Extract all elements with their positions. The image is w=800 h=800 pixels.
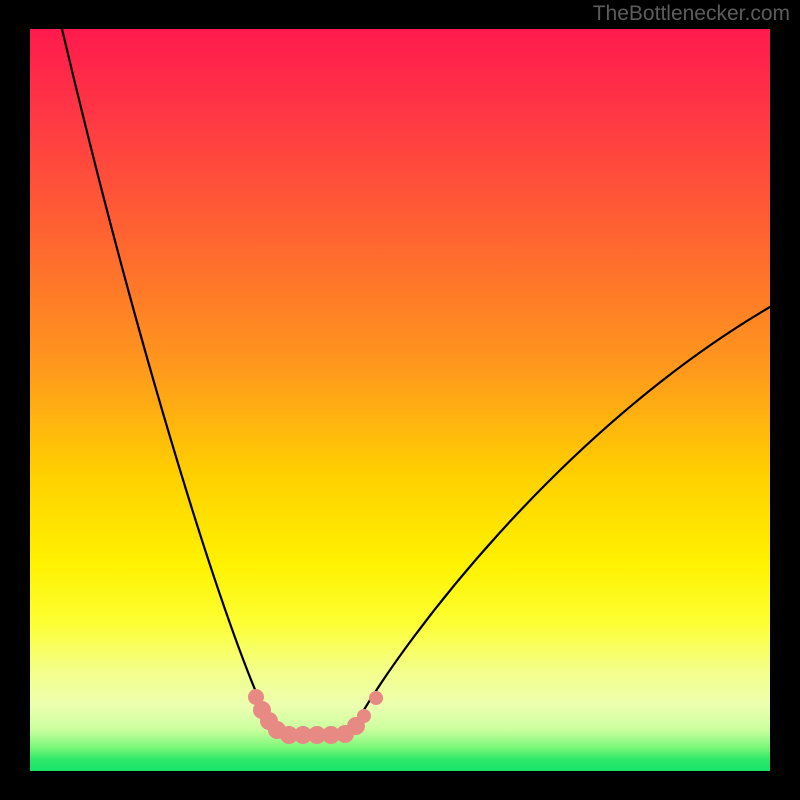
chart-stage: TheBottlenecker.com (0, 0, 800, 800)
marker-dot (357, 709, 371, 723)
marker-dot (369, 691, 383, 705)
plot-background (30, 29, 770, 771)
bottleneck-chart (0, 0, 800, 800)
